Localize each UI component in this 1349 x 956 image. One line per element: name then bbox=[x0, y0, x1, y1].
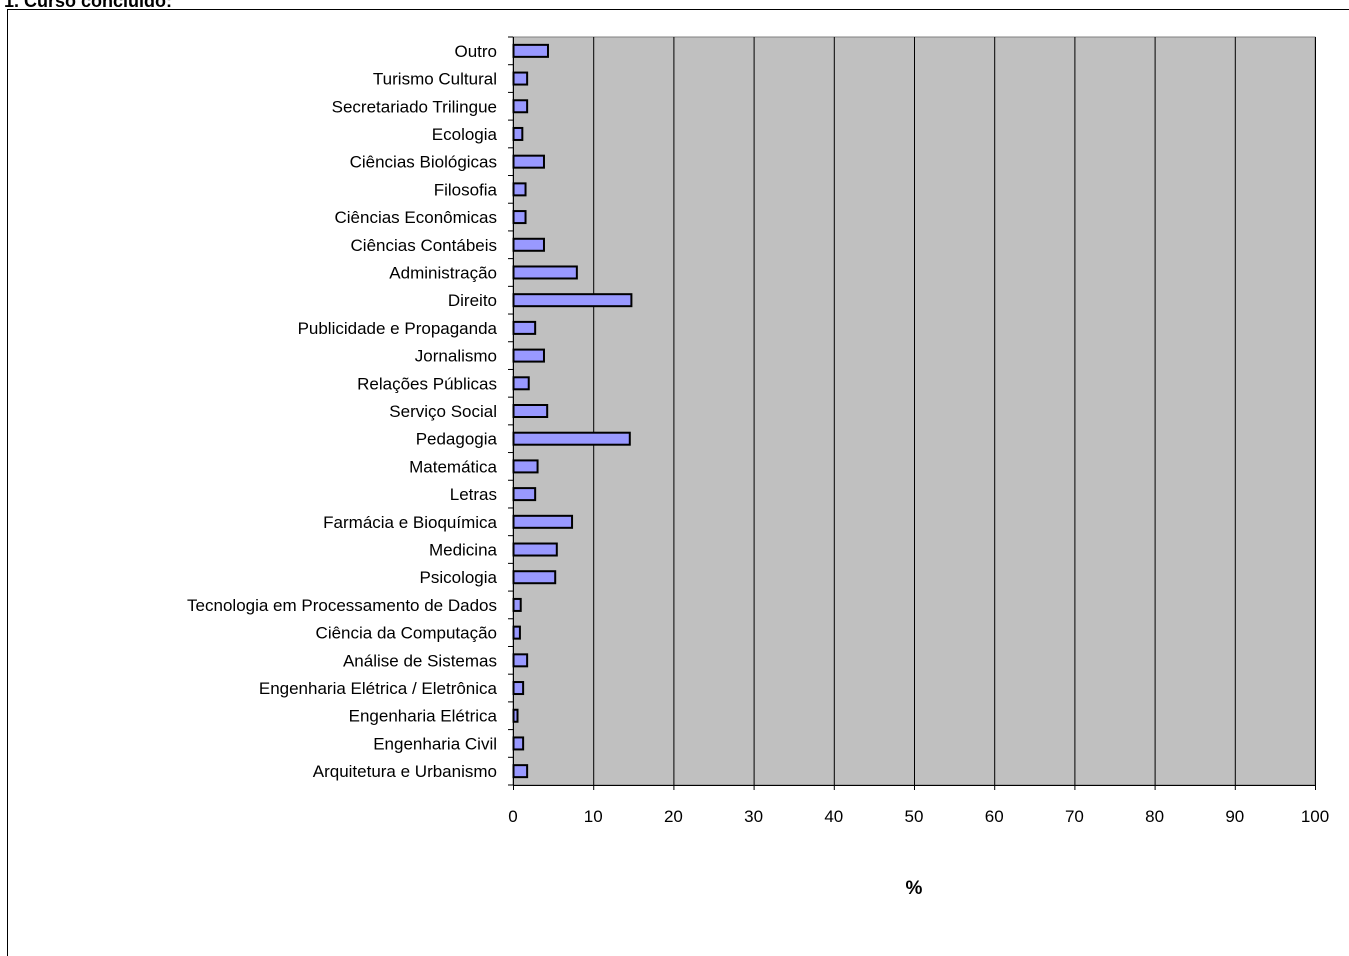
category-label: Engenharia Elétrica bbox=[349, 707, 498, 726]
category-label: Farmácia e Bioquímica bbox=[323, 513, 497, 532]
category-label: Letras bbox=[450, 485, 497, 504]
category-label: Jornalismo bbox=[415, 347, 497, 366]
category-label: Ciências Econômicas bbox=[334, 208, 497, 227]
axes bbox=[508, 36, 1316, 790]
category-label: Medicina bbox=[429, 541, 498, 560]
category-label: Relações Públicas bbox=[357, 374, 497, 393]
bar bbox=[512, 348, 545, 363]
bar bbox=[512, 708, 519, 723]
x-tick-label: 40 bbox=[824, 807, 843, 826]
bar bbox=[512, 625, 521, 640]
chart-frame bbox=[7, 9, 1349, 956]
category-label: Administração bbox=[389, 263, 497, 282]
bar bbox=[512, 376, 530, 391]
x-tick-labels: 0 10 20 30 40 50 60 70 80 90 100 bbox=[508, 807, 1329, 826]
bar bbox=[512, 182, 527, 197]
x-tick-label: 60 bbox=[985, 807, 1004, 826]
x-axis-label: % bbox=[906, 878, 923, 899]
category-label: Ciências Biológicas bbox=[350, 153, 497, 172]
category-label: Psicologia bbox=[420, 568, 498, 587]
category-label: Publicidade e Propaganda bbox=[298, 319, 498, 338]
bar bbox=[512, 210, 527, 225]
category-label: Filosofia bbox=[434, 180, 498, 199]
category-label: Direito bbox=[448, 291, 497, 310]
category-label: Análise de Sistemas bbox=[343, 651, 497, 670]
bar bbox=[512, 736, 525, 751]
bar bbox=[512, 99, 529, 114]
bar bbox=[512, 431, 631, 446]
x-tick-label: 30 bbox=[744, 807, 763, 826]
category-label: Secretariado Trilingue bbox=[332, 97, 497, 116]
x-tick-label: 50 bbox=[905, 807, 924, 826]
category-label: Arquitetura e Urbanismo bbox=[313, 762, 497, 781]
bar bbox=[512, 237, 545, 252]
grid-lines bbox=[593, 37, 1316, 785]
bar bbox=[512, 320, 537, 335]
category-label: Serviço Social bbox=[389, 402, 497, 421]
bar bbox=[512, 764, 529, 779]
page-title: 1. Curso concluído: bbox=[4, 0, 173, 11]
bar bbox=[512, 542, 558, 557]
bar bbox=[512, 681, 525, 696]
x-tick-label: 80 bbox=[1145, 807, 1164, 826]
category-labels: Outro Turismo Cultural Secretariado Trilin… bbox=[187, 42, 497, 781]
x-tick-label: 100 bbox=[1301, 807, 1329, 826]
category-label: Engenharia Elétrica / Eletrônica bbox=[259, 679, 498, 698]
bar bbox=[512, 71, 529, 86]
bar bbox=[512, 514, 574, 529]
x-tick-label: 20 bbox=[664, 807, 683, 826]
x-tick-label: 90 bbox=[1225, 807, 1244, 826]
category-label: Outro bbox=[454, 42, 497, 61]
bar bbox=[512, 459, 539, 474]
x-tick-label: 10 bbox=[584, 807, 603, 826]
x-tick-label: 0 bbox=[508, 807, 517, 826]
category-label: Ciência da Computação bbox=[316, 624, 497, 643]
category-label: Ciências Contábeis bbox=[351, 236, 497, 255]
bar bbox=[512, 653, 529, 668]
bar bbox=[512, 570, 557, 585]
category-label: Pedagogia bbox=[416, 430, 498, 449]
bar bbox=[512, 597, 522, 612]
bar bbox=[512, 154, 545, 169]
category-label: Matemática bbox=[409, 457, 497, 476]
bar bbox=[512, 265, 578, 280]
category-label: Tecnologia em Processamento de Dados bbox=[187, 596, 497, 615]
bar bbox=[512, 404, 549, 418]
category-label: Engenharia Civil bbox=[373, 734, 497, 753]
bar bbox=[512, 293, 633, 308]
bar bbox=[512, 126, 524, 141]
x-tick-label: 70 bbox=[1065, 807, 1084, 826]
category-label: Ecologia bbox=[432, 125, 498, 144]
bar bbox=[512, 487, 537, 502]
category-label: Turismo Cultural bbox=[373, 70, 497, 89]
bar bbox=[512, 43, 549, 58]
